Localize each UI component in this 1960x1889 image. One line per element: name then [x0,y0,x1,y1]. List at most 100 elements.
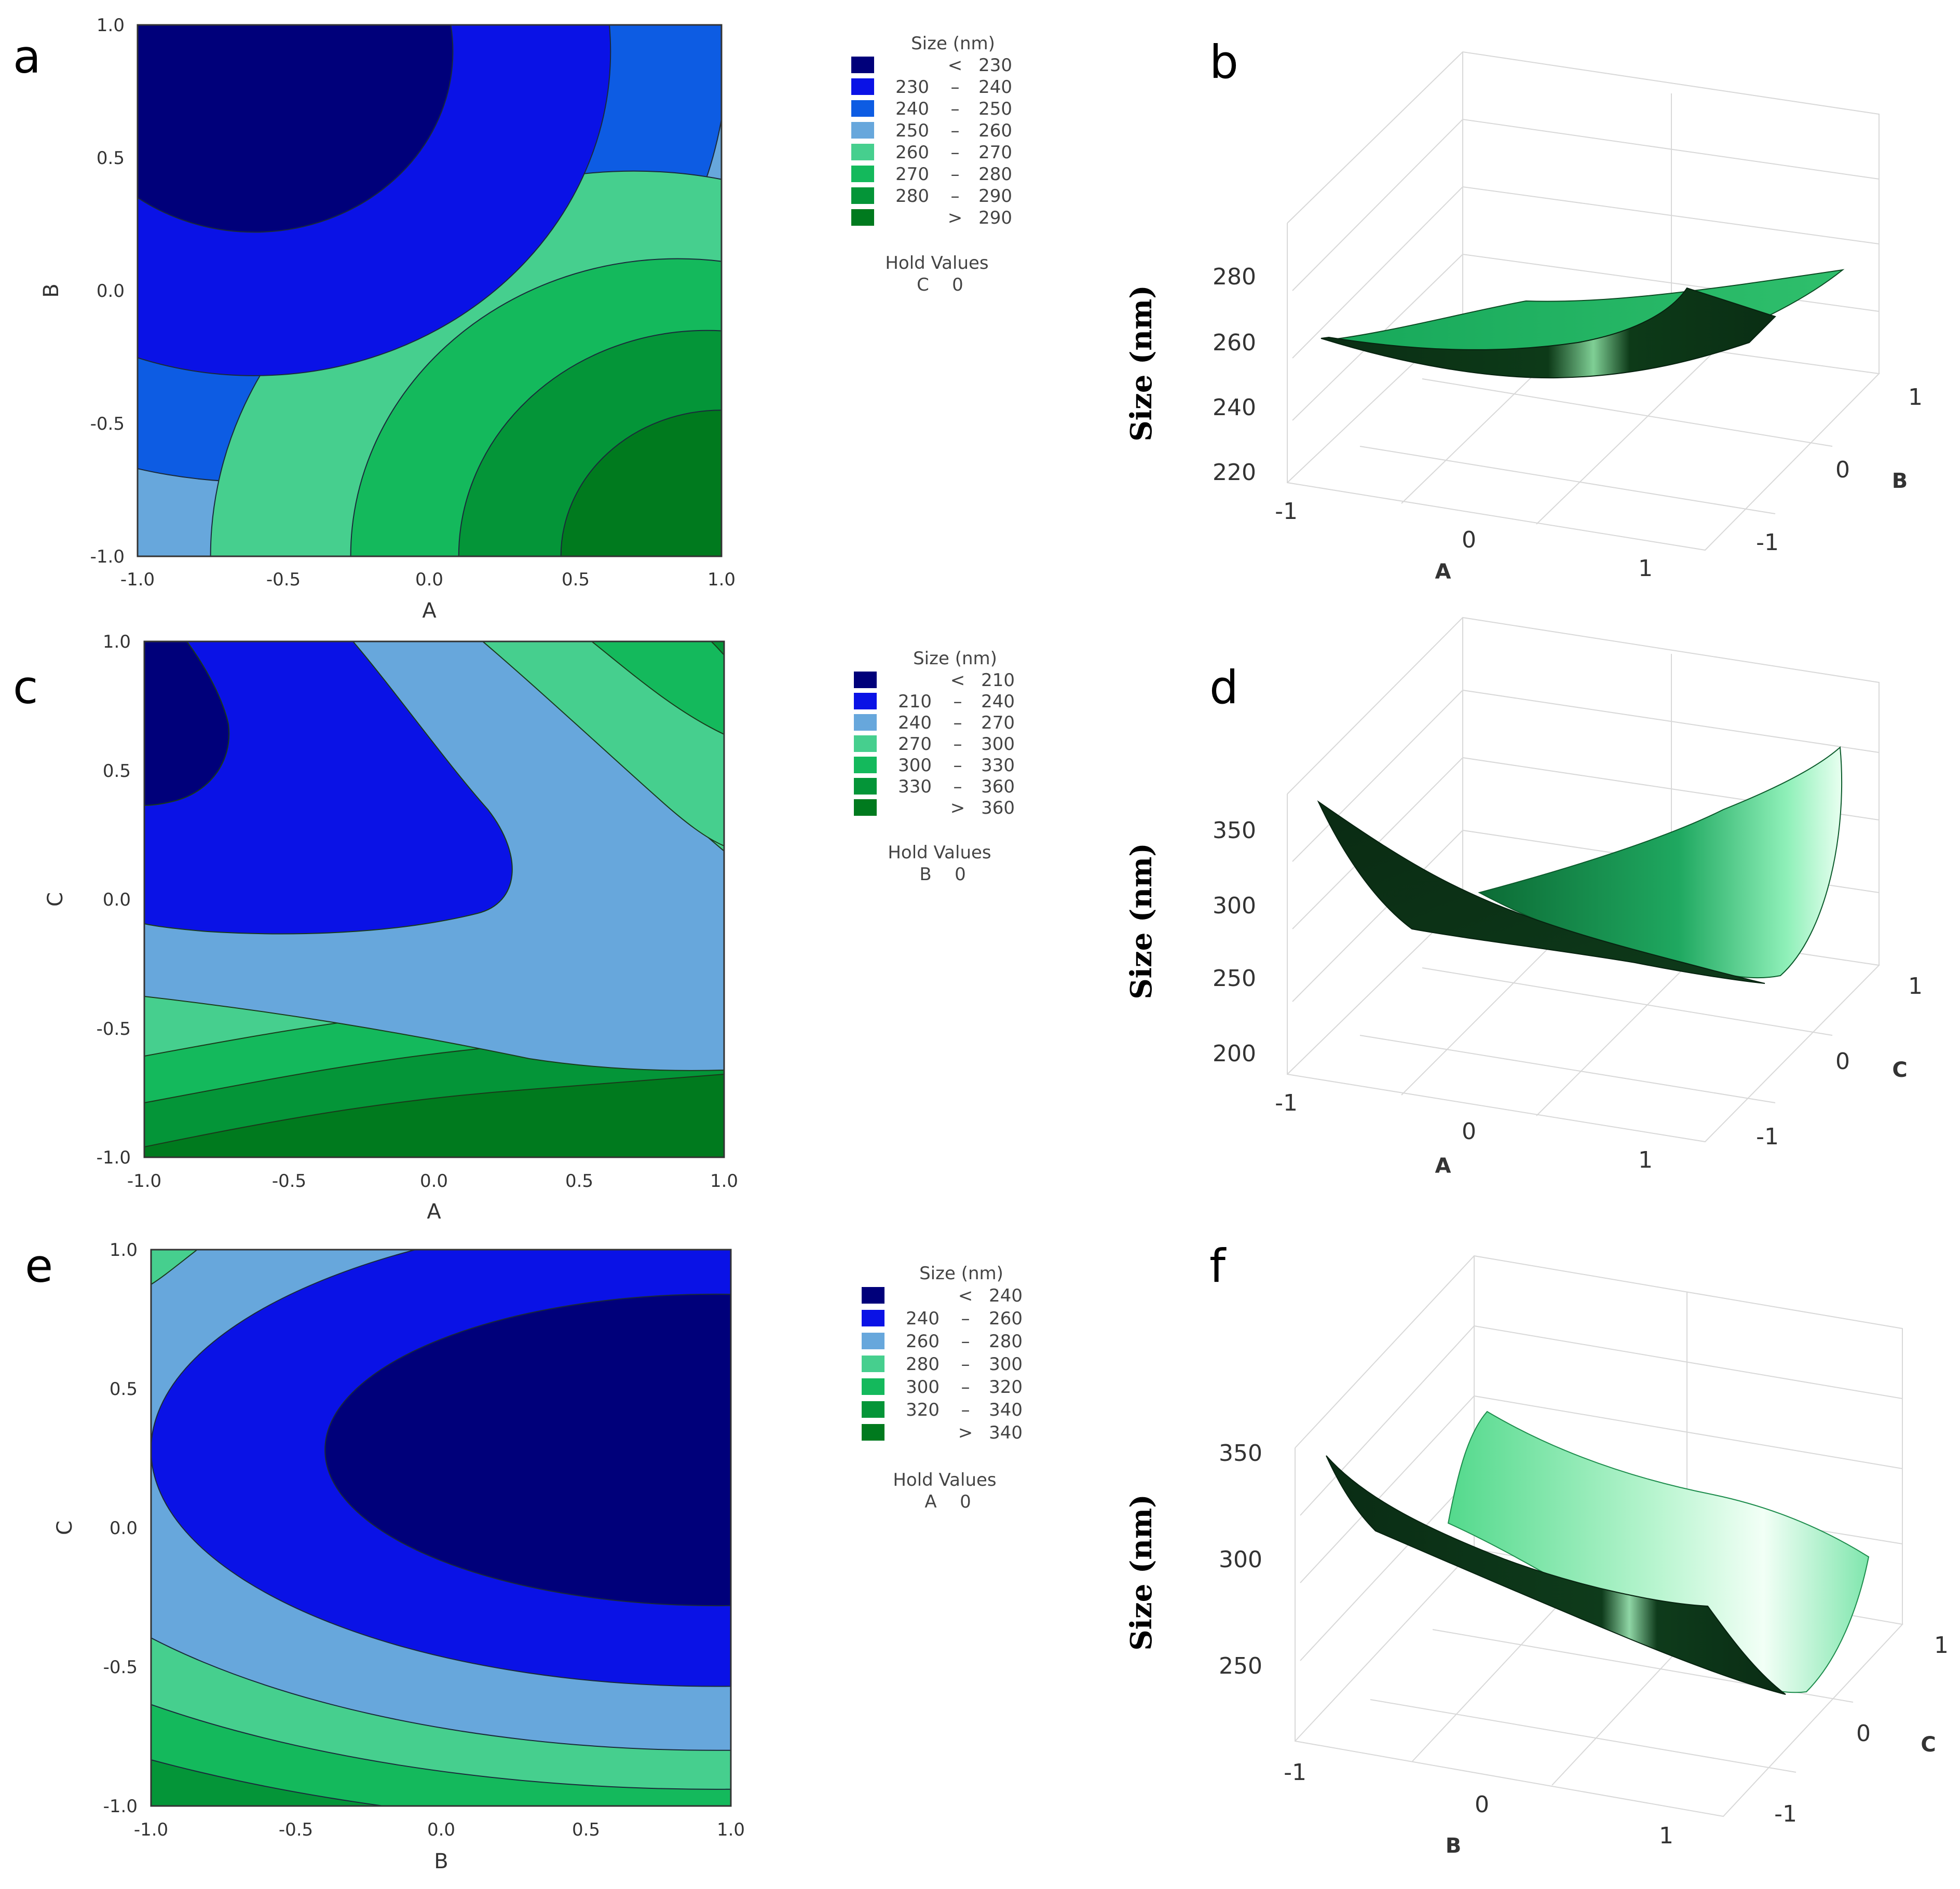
legend-swatch-1 [851,78,874,95]
d-ztick-2: 300 [1213,893,1256,919]
b-xtick-1: 0 [1462,527,1476,553]
legend-swatch-4 [862,1378,884,1395]
legend-e-hold-title: Hold Values [893,1470,996,1490]
contour-c-level-1 [144,641,513,935]
f-xtick-1: 0 [1475,1791,1489,1818]
contour-plot-c: -1.0 -0.5 0.0 0.5 1.0 -1.0 -0.5 0.0 0.5 … [44,632,738,1224]
d-ztick-3: 350 [1213,817,1256,844]
e-xtick-2: 0.0 [427,1819,455,1840]
legend-high-4: 330 [981,755,1015,776]
panel-label-c: c [13,661,38,714]
legend-swatch-3 [851,122,874,139]
c-xtick-4: 1.0 [710,1171,738,1192]
legend-swatch-0 [851,57,874,73]
legend-e-hold-var: A [924,1491,936,1512]
f-ztick-0: 250 [1219,1653,1262,1679]
panel-label-d: d [1209,661,1238,714]
surface-d-left [1317,800,1765,984]
legend-op-2: – [954,713,962,733]
legend-swatch-1 [854,693,877,709]
a-xtick-3: 0.5 [562,569,590,590]
legend-swatch-0 [854,672,877,688]
legend-swatch-2 [862,1333,884,1349]
legend-op-6: > [958,1422,973,1443]
c-ytick-2: 0.0 [103,889,131,910]
legend-low-2: 260 [906,1331,940,1352]
legend-swatch-7 [851,209,874,226]
b-ylabel: B [1892,469,1908,493]
legend-high-3: 300 [989,1354,1023,1375]
legend-e: Size (nm) <240240–260260–280280–300300–3… [862,1263,1023,1512]
legend-high-0: 230 [978,55,1012,76]
legend-low-4: 260 [895,142,929,163]
legend-high-1: 240 [981,691,1015,712]
c-ylabel: C [44,892,67,907]
e-ytick-3: 0.5 [110,1379,138,1400]
contour-region-level-7 [560,409,722,556]
f-ztick-2: 350 [1219,1440,1262,1467]
legend-swatch-5 [851,166,874,182]
c-ytick-4: 1.0 [103,632,131,652]
legend-a: Size (nm) <230230–240240–250250–260260–2… [851,33,1012,295]
legend-low-6: 280 [895,186,929,207]
legend-low-5: 270 [895,164,929,185]
legend-op-5: – [951,164,960,185]
contour-plot-e: -1.0 -0.5 0.0 0.5 1.0 -1.0 -0.5 0.0 0.5 … [53,1240,745,1873]
b-ztick-1: 240 [1213,394,1256,421]
legend-op-4: – [951,142,960,163]
legend-op-4: – [961,1377,970,1398]
surface-plot-d: 200 250 300 350 -1 0 1 -1 0 1 A C Size (… [1124,617,1923,1178]
legend-op-3: – [954,734,962,755]
a-xtick-1: -0.5 [266,569,301,590]
legend-op-1: – [961,1308,970,1329]
legend-low-5: 330 [898,776,932,797]
c-ytick-3: 0.5 [103,761,131,782]
legend-e-title: Size (nm) [919,1263,1003,1284]
f-xtick-2: 1 [1659,1823,1673,1849]
d-ytick-1: 0 [1835,1048,1850,1075]
panel-label-b: b [1209,35,1238,89]
b-ytick-2: 1 [1908,384,1923,410]
legend-c-hold-title: Hold Values [888,842,991,863]
a-xtick-2: 0.0 [415,569,443,590]
e-xtick-3: 0.5 [572,1819,600,1840]
legend-e-hold-val: 0 [960,1491,971,1512]
legend-high-4: 270 [978,142,1012,163]
surface-b-front [1321,287,1776,379]
legend-c-hold-var: B [919,864,931,885]
d-xtick-0: -1 [1275,1090,1298,1116]
legend-swatch-4 [851,144,874,160]
e-ytick-2: 0.0 [110,1518,138,1539]
e-ytick-1: -0.5 [103,1657,138,1678]
legend-low-1: 240 [906,1308,940,1329]
b-ytick-0: -1 [1756,529,1779,556]
contour-c-level-4-upper [591,641,724,735]
legend-op-5: – [954,776,962,797]
legend-high-5: 340 [989,1400,1023,1420]
c-xlabel: A [427,1200,441,1224]
legend-high-6: 360 [981,798,1015,818]
legend-a-title: Size (nm) [911,33,995,54]
legend-high-6: 340 [989,1422,1023,1443]
e-ylabel: C [53,1521,77,1535]
legend-op-1: – [954,691,962,712]
legend-low-1: 210 [898,691,932,712]
a-ylabel: B [39,283,63,297]
contour-e-level-3-corner [151,1250,198,1285]
legend-swatch-6 [851,187,874,204]
legend-high-4: 320 [989,1377,1023,1398]
a-ytick-1: -0.5 [90,414,125,434]
legend-a-hold-val: 0 [952,275,963,295]
d-xtick-2: 1 [1638,1147,1653,1173]
a-xtick-4: 1.0 [707,569,736,590]
legend-swatch-6 [854,799,877,816]
b-zlabel: Size (nm) [1124,285,1159,442]
legend-op-6: > [950,798,965,818]
legend-swatch-0 [862,1287,884,1304]
d-ztick-0: 200 [1213,1041,1256,1067]
f-ytick-2: 1 [1934,1632,1949,1659]
legend-op-3: – [961,1354,970,1375]
f-xtick-0: -1 [1284,1759,1306,1786]
contour-region-level-0 [324,1293,731,1606]
legend-low-5: 320 [906,1400,940,1420]
